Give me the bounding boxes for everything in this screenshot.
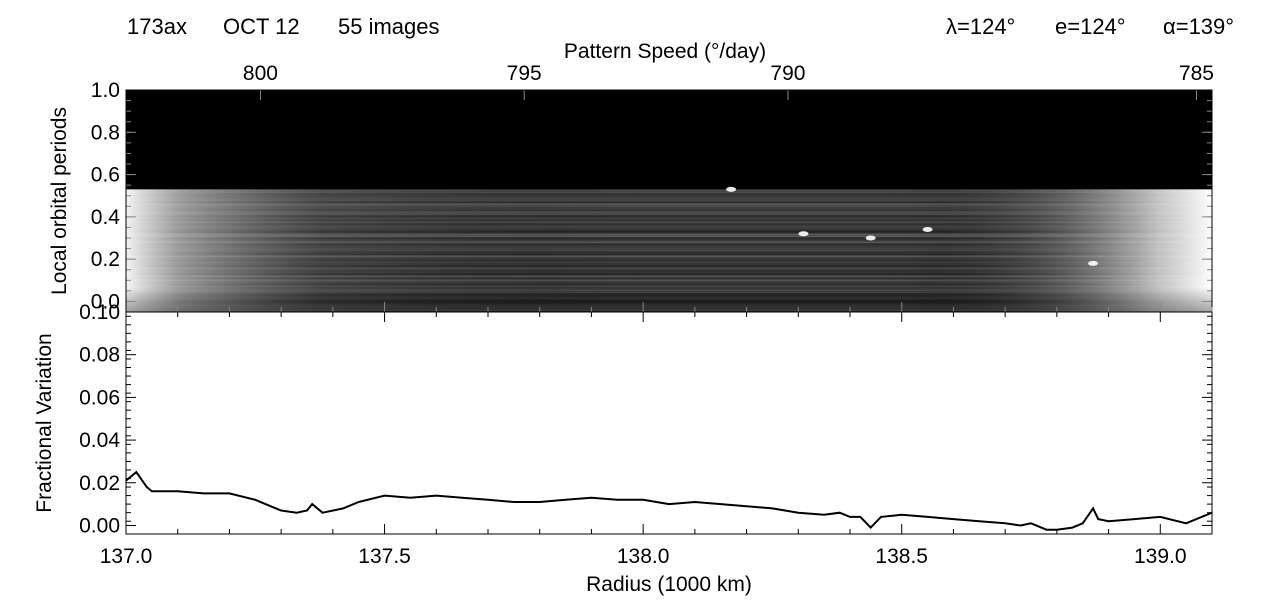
top-axis-tick-label: 790 (770, 62, 805, 85)
top-axis-tick-label: 800 (243, 62, 278, 85)
header-emission: e=124° (1055, 14, 1126, 39)
top-axis-tick-label: 795 (507, 62, 542, 85)
header-lambda: λ=124° (946, 14, 1016, 39)
heatmap-bright-spot (726, 186, 737, 192)
x-tick-label: 138.0 (617, 545, 670, 568)
heatmap-y-tick-label: 0.8 (91, 121, 120, 144)
line-y-tick-label: 0.00 (79, 514, 120, 537)
heatmap-bright-spot (922, 227, 933, 233)
axis-labels: Pattern Speed (°/day) Local orbital peri… (33, 40, 766, 596)
line-panel: 0.00 0.02 0.04 0.06 0.08 0.10 137.0 137.5 138.0 1… (79, 301, 1213, 568)
heatmap-vertical-shading (126, 189, 1212, 312)
line-ticks: 0.00 0.02 0.04 0.06 0.08 0.10 137.0 137.5 138.0 1… (79, 301, 1213, 568)
line-y-tick-label: 0.10 (79, 301, 120, 324)
x-tick-label: 139.0 (1134, 545, 1187, 568)
heatmap-bright-spots (726, 186, 1099, 266)
header-date: OCT 12 (223, 14, 300, 39)
heatmap-y-tick-label: 0.4 (91, 206, 121, 229)
line-frame (125, 311, 1213, 535)
x-tick-label: 137.0 (100, 545, 153, 568)
line-y-tick-label: 0.04 (79, 429, 120, 452)
fractional-variation-line (126, 470, 1212, 531)
heatmap-y-tick-label: 1.0 (91, 79, 120, 102)
header-observation-id: 173ax (127, 14, 187, 39)
heatmap-bright-spot (865, 235, 876, 241)
heatmap-y-axis-label: Local orbital periods (48, 107, 71, 295)
heatmap-y-tick-label: 0.6 (91, 164, 120, 187)
heatmap-ticks: 0.0 0.2 0.4 0.6 0.8 1.0 800 795 790 785 (91, 62, 1214, 313)
x-axis-label: Radius (1000 km) (586, 573, 752, 596)
line-y-axis-label: Fractional Variation (33, 333, 56, 512)
heatmap-bright-spot (798, 231, 809, 237)
x-tick-label: 137.5 (358, 545, 411, 568)
top-axis-tick-label: 785 (1179, 62, 1214, 85)
line-y-tick-label: 0.06 (79, 386, 120, 409)
line-y-tick-label: 0.08 (79, 344, 120, 367)
heatmap-y-tick-label: 0.0 (91, 290, 120, 313)
header-alpha: α=139° (1163, 14, 1235, 39)
top-axis-title: Pattern Speed (°/day) (564, 40, 766, 63)
header-image-count: 55 images (338, 14, 440, 39)
x-tick-label: 138.5 (875, 545, 928, 568)
heatmap-y-tick-label: 0.2 (91, 248, 120, 271)
heatmap-bright-spot (1088, 260, 1099, 266)
line-y-tick-label: 0.02 (79, 472, 120, 495)
heatmap-panel: 0.0 0.2 0.4 0.6 0.8 1.0 800 795 790 785 (91, 62, 1214, 313)
